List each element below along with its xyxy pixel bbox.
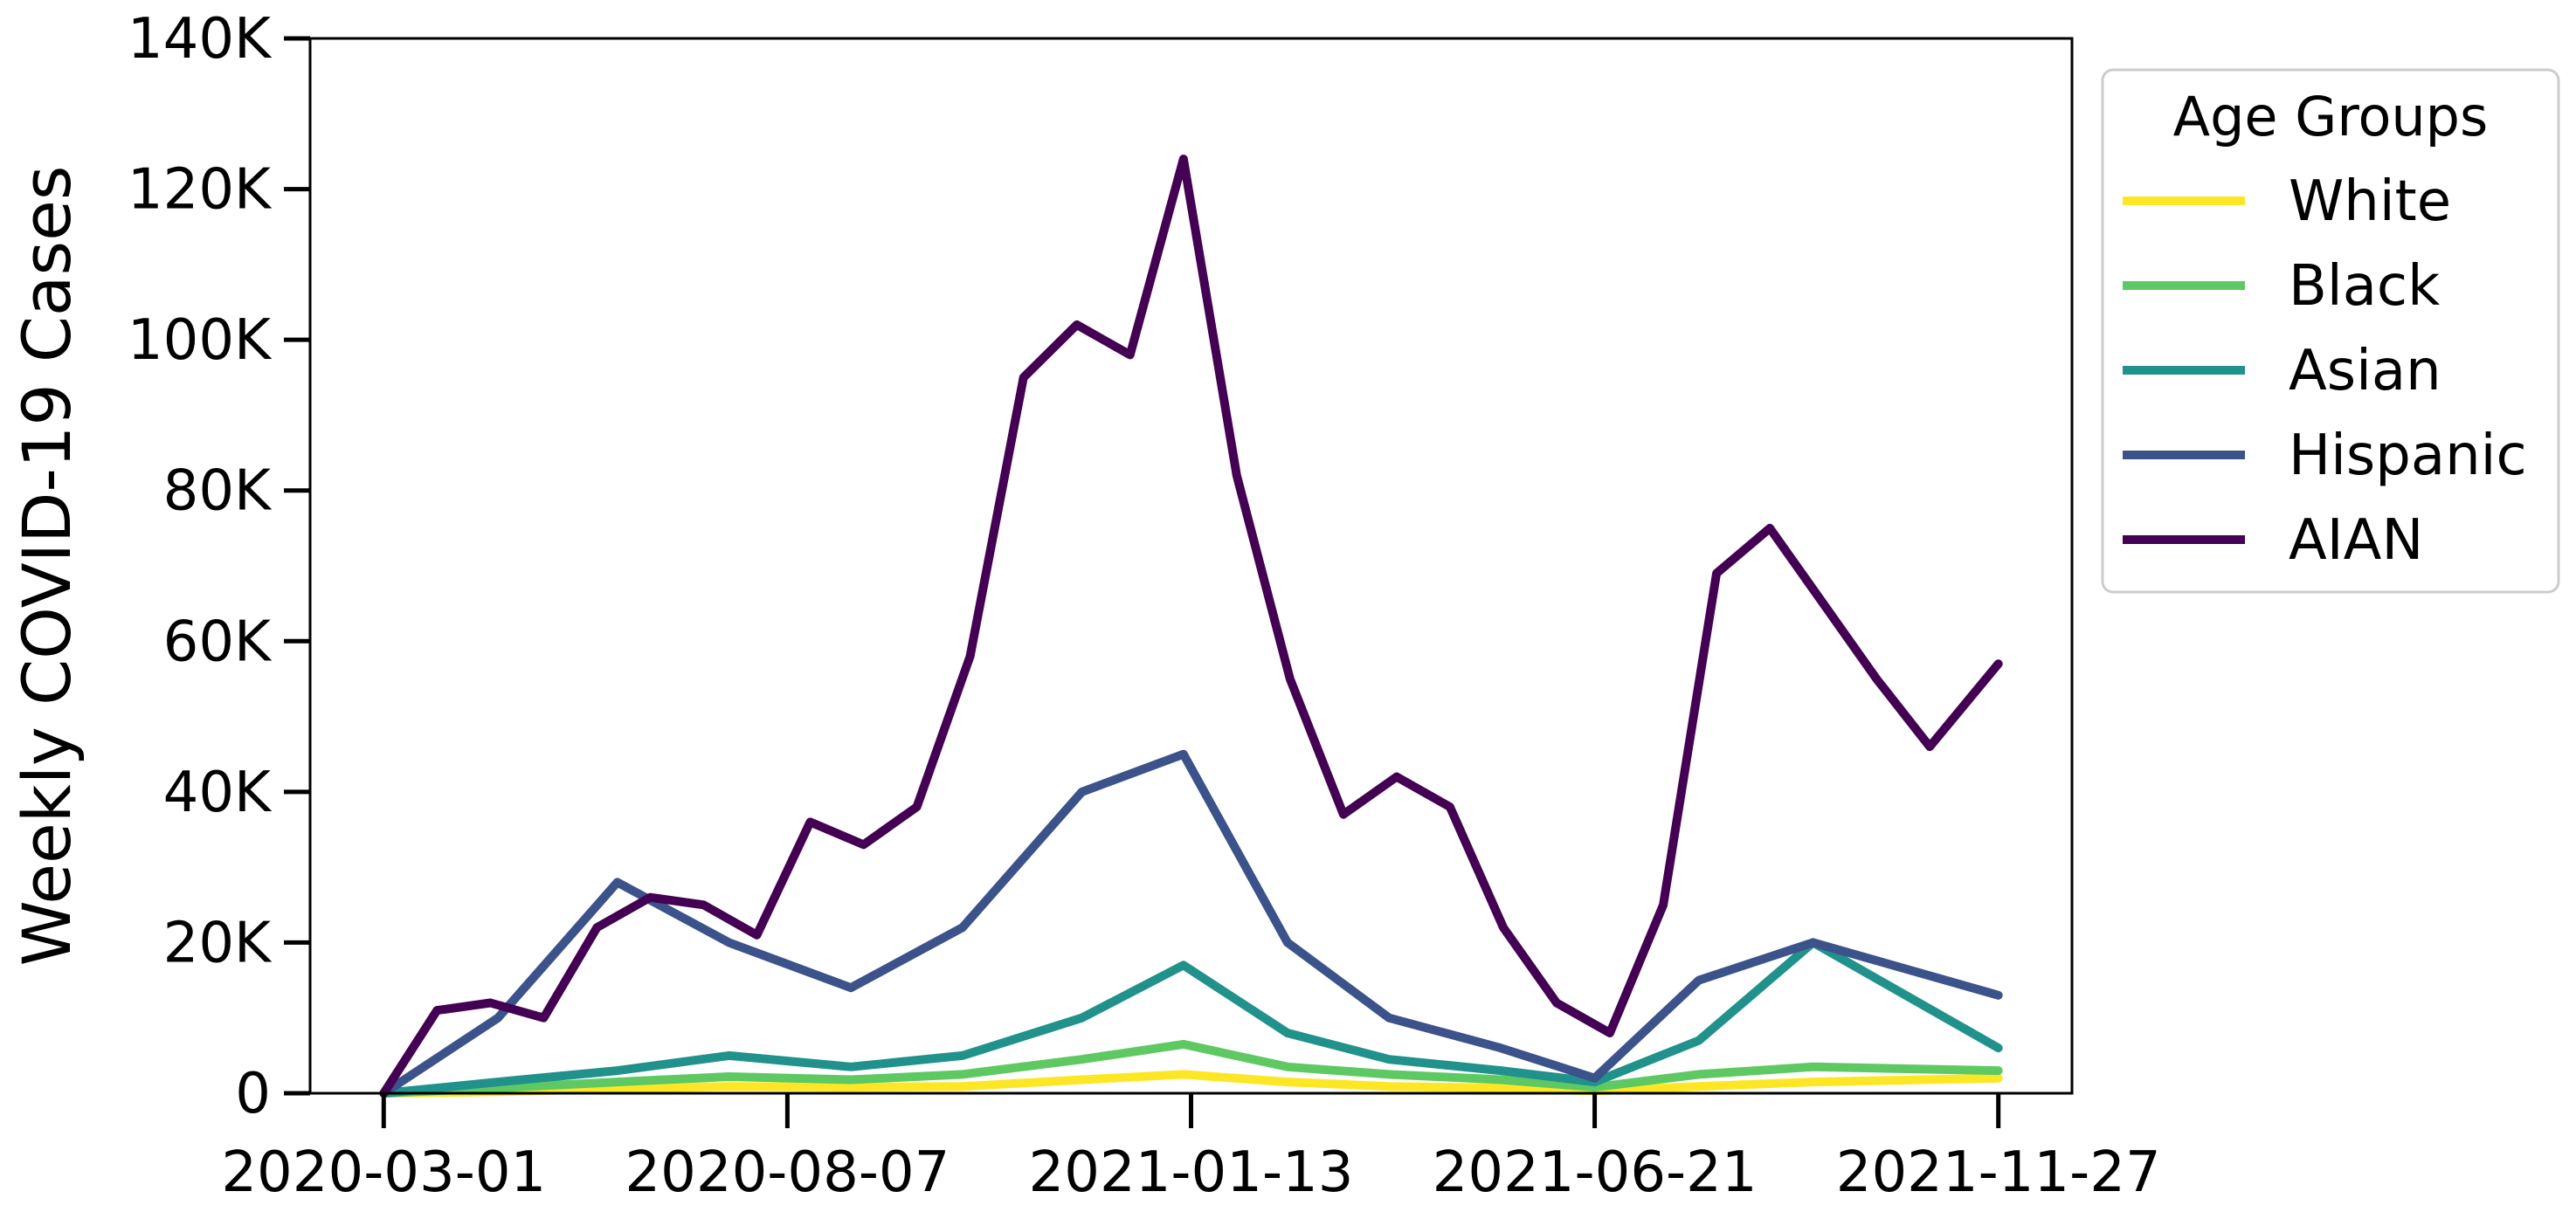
series-line-black	[379, 1039, 2003, 1098]
legend: Age Groups White Black Asian Hispanic AIAN	[2101, 68, 2560, 594]
y-tick-label: 80K	[163, 459, 273, 524]
y-tick-label: 120K	[128, 158, 273, 223]
x-tick-label: 2021-11-27	[1836, 1140, 2161, 1205]
series-line-asian	[379, 938, 2003, 1098]
y-tick-label: 0	[235, 1062, 271, 1126]
x-axis: 2020-03-01 2020-08-07 2021-01-13 2021-06-21…	[221, 1093, 2161, 1205]
legend-title: Age Groups	[2173, 85, 2489, 148]
y-tick-label: 20K	[163, 911, 273, 975]
x-tick-label: 2020-03-01	[221, 1140, 546, 1205]
x-tick-label: 2021-01-13	[1029, 1140, 1354, 1205]
y-tick-label: 100K	[128, 308, 273, 373]
legend-label-black: Black	[2289, 254, 2440, 319]
plot-area	[308, 37, 2074, 1098]
y-tick-label: 60K	[163, 609, 273, 674]
x-tick-label: 2021-06-21	[1433, 1140, 1758, 1205]
y-axis-title: Weekly COVID-19 Cases	[8, 166, 86, 967]
legend-items: White Black Asian Hispanic AIAN	[2123, 169, 2527, 573]
y-axis: 0 20K 40K 60K 80K 100K 120K 140K	[128, 7, 310, 1126]
y-tick-label: 40K	[163, 761, 273, 825]
legend-label-white: White	[2289, 169, 2451, 234]
series-layer	[379, 155, 2003, 1098]
series-line-aian	[379, 155, 2003, 1098]
legend-label-asian: Asian	[2289, 339, 2441, 403]
x-tick-label: 2020-08-07	[625, 1140, 950, 1205]
y-tick-label: 140K	[128, 7, 273, 72]
legend-label-aian: AIAN	[2289, 508, 2423, 573]
series-line-white	[379, 1070, 2003, 1098]
legend-label-hispanic: Hispanic	[2289, 424, 2527, 488]
